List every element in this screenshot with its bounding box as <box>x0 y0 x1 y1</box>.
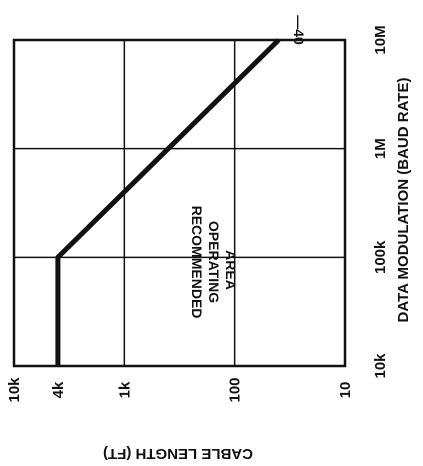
x-tick-10k: 10k <box>372 353 389 379</box>
y-tick-4k: 4k <box>50 381 67 398</box>
y-ticks: 10k 4k 1k 100 10 <box>6 377 354 403</box>
x-tick-label: 10k <box>372 353 389 379</box>
y-tick-10: 10 <box>337 382 354 399</box>
annotation-line-area: AREA <box>223 250 239 290</box>
y-tick-1k: 1k <box>116 381 133 398</box>
y-tick-label: 4k <box>50 381 67 398</box>
x-tick-100k: 100k <box>372 240 389 274</box>
annotation-line-recommended: RECOMMENDED <box>189 206 205 319</box>
y-axis-title-group: CABLE LENGTH (FT) <box>103 445 253 462</box>
annotation-40: —40 <box>291 15 307 45</box>
x-axis-title-group: DATA MODULATION (BAUD RATE) <box>395 78 412 323</box>
y-tick-label: 10k <box>6 377 23 403</box>
y-tick-label: 100 <box>227 377 244 402</box>
x-tick-10M: 10M <box>372 25 389 54</box>
y-tick-10k: 10k <box>6 377 23 403</box>
y-tick-label: 1k <box>116 381 133 398</box>
grid <box>14 40 345 366</box>
x-axis-title: DATA MODULATION (BAUD RATE) <box>395 78 412 323</box>
x-ticks: 10k 100k 1M 10M <box>372 25 389 378</box>
plot-frame <box>12 38 347 368</box>
y-tick-label: 10 <box>337 382 354 399</box>
x-tick-label: 100k <box>372 240 389 274</box>
line-end-annotation: —40 <box>291 15 307 45</box>
x-tick-label: 1M <box>372 138 389 159</box>
x-tick-label: 10M <box>372 25 389 54</box>
operating-area-annotation: RECOMMENDED OPERATING AREA <box>189 206 239 319</box>
series-line <box>55 38 281 366</box>
y-tick-100: 100 <box>227 377 244 402</box>
x-tick-1M: 1M <box>372 138 389 159</box>
annotation-line-operating: OPERATING <box>206 221 222 303</box>
y-axis-title: CABLE LENGTH (FT) <box>103 445 253 462</box>
